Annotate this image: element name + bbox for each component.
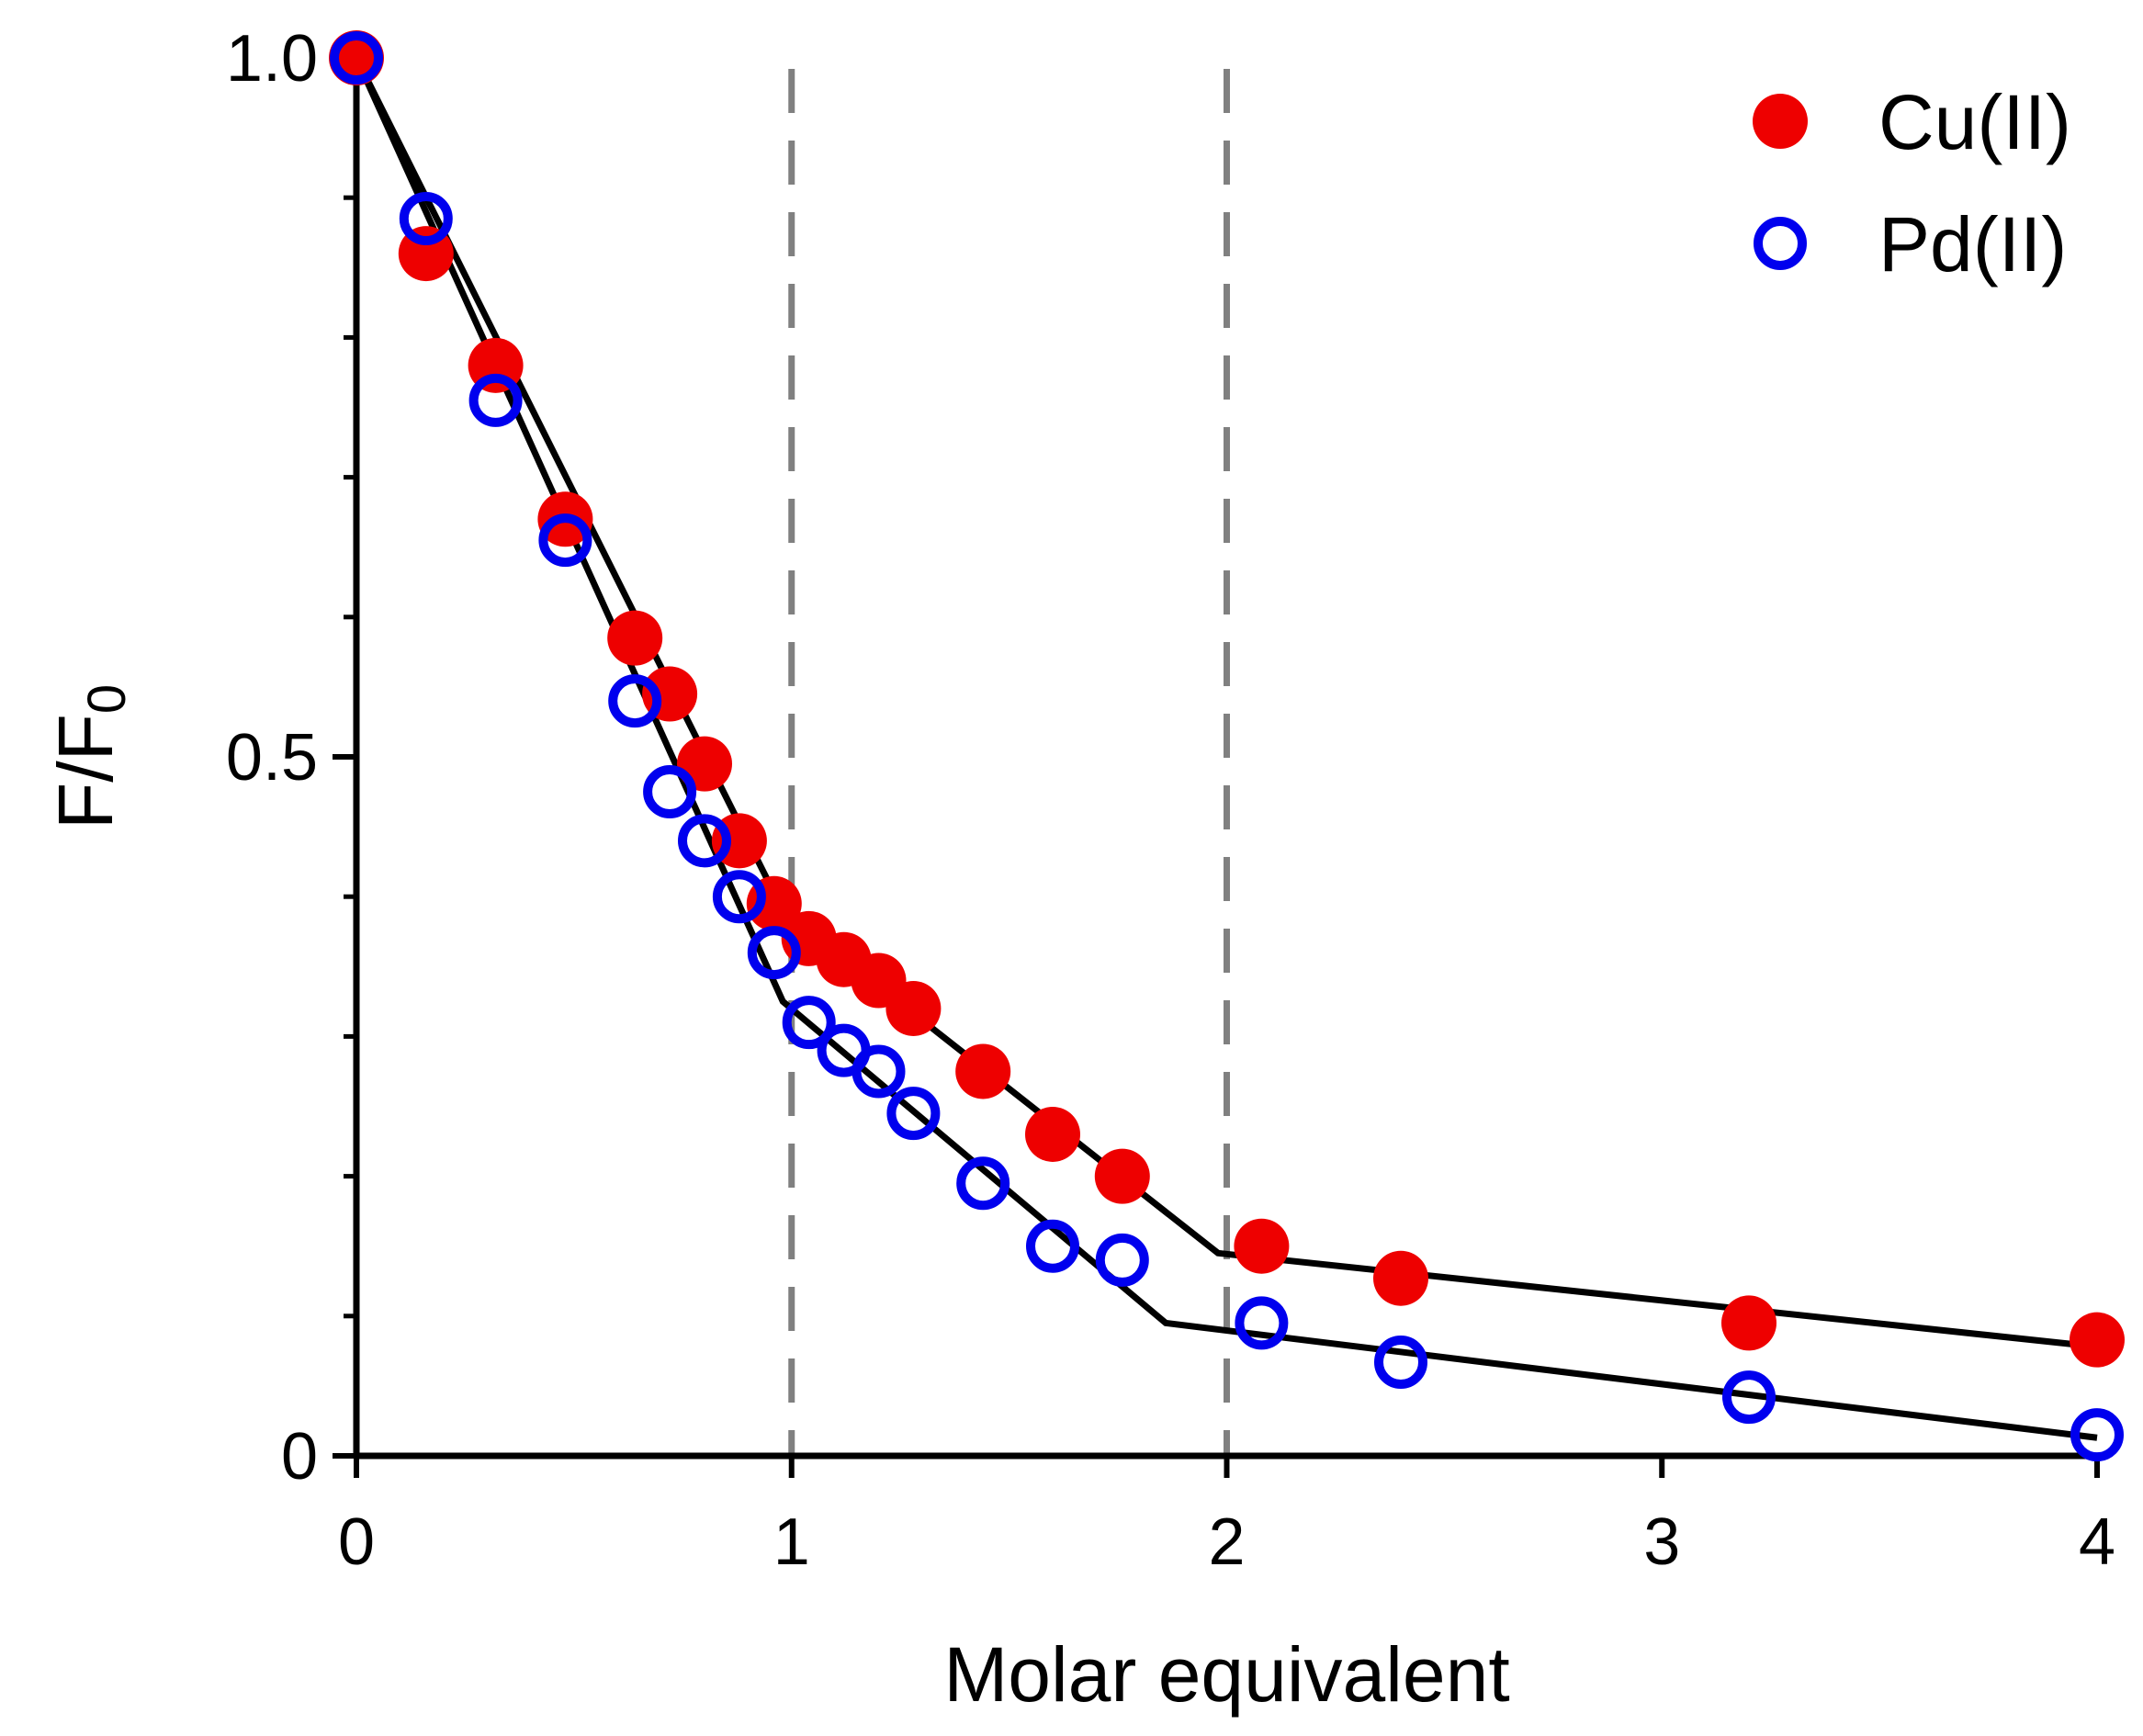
data-point-cu xyxy=(1025,1106,1080,1162)
y-tick-label: 1.0 xyxy=(226,22,318,96)
data-point-pd xyxy=(399,192,453,246)
data-point-cu xyxy=(885,980,942,1036)
series-pd xyxy=(330,31,2124,1462)
data-point-cu xyxy=(955,1043,1011,1099)
data-markers xyxy=(329,30,2125,1462)
data-point-pd xyxy=(1095,1233,1149,1287)
data-point-pd xyxy=(852,1044,906,1099)
y-tick-label: 0.5 xyxy=(226,721,318,795)
x-tick-label: 0 xyxy=(338,1505,375,1579)
y-axis-title: F/F0 xyxy=(42,684,137,829)
data-point-cu xyxy=(607,610,663,666)
y-axis-title-subscript: 0 xyxy=(77,684,137,714)
x-axis-title: Molar equivalent xyxy=(943,1631,1509,1718)
legend-label-pd: Pd(II) xyxy=(1878,201,2067,287)
legend-marker-pd xyxy=(1754,217,1807,270)
x-tick-label: 1 xyxy=(773,1505,810,1579)
axis-ticks: 0 1 2 3 4 0 0.5 1.0 xyxy=(226,22,2115,1579)
data-point-cu xyxy=(1234,1218,1290,1274)
data-point-pd xyxy=(643,765,697,819)
x-tick-label: 3 xyxy=(1643,1505,1680,1579)
x-tick-label: 4 xyxy=(2079,1505,2115,1579)
y-tick-label: 0 xyxy=(281,1420,318,1494)
data-point-pd xyxy=(747,926,801,980)
data-point-pd xyxy=(608,674,662,728)
data-point-pd xyxy=(886,1087,941,1141)
data-point-pd xyxy=(330,31,383,85)
data-point-pd xyxy=(956,1156,1010,1211)
data-point-pd xyxy=(1235,1296,1289,1350)
y-axis-title-main: F/F xyxy=(42,714,129,829)
data-point-pd xyxy=(782,996,836,1050)
data-point-cu xyxy=(1373,1250,1428,1306)
data-point-cu xyxy=(2070,1312,2125,1368)
legend-label-cu: Cu(II) xyxy=(1878,79,2071,165)
data-point-pd xyxy=(538,513,592,568)
reference-lines xyxy=(788,69,1230,1456)
data-point-pd xyxy=(1374,1336,1427,1390)
data-point-pd xyxy=(1722,1370,1776,1425)
data-point-pd xyxy=(468,373,523,427)
legend: Cu(II) Pd(II) xyxy=(1753,79,2071,287)
x-tick-label: 2 xyxy=(1208,1505,1245,1579)
data-point-cu xyxy=(1721,1295,1776,1351)
data-point-pd xyxy=(712,870,766,924)
data-point-pd xyxy=(678,814,731,868)
data-point-cu xyxy=(1094,1148,1150,1204)
data-point-pd xyxy=(1026,1219,1079,1273)
legend-marker-cu xyxy=(1753,94,1808,149)
data-point-pd xyxy=(2070,1408,2124,1462)
